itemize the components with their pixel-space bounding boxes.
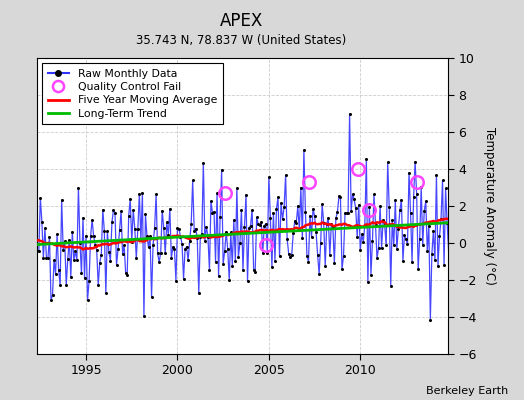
Text: APEX: APEX bbox=[220, 12, 263, 30]
Text: 35.743 N, 78.837 W (United States): 35.743 N, 78.837 W (United States) bbox=[136, 34, 346, 47]
Text: Berkeley Earth: Berkeley Earth bbox=[426, 386, 508, 396]
Y-axis label: Temperature Anomaly (°C): Temperature Anomaly (°C) bbox=[483, 127, 496, 285]
Legend: Raw Monthly Data, Quality Control Fail, Five Year Moving Average, Long-Term Tren: Raw Monthly Data, Quality Control Fail, … bbox=[42, 64, 223, 124]
